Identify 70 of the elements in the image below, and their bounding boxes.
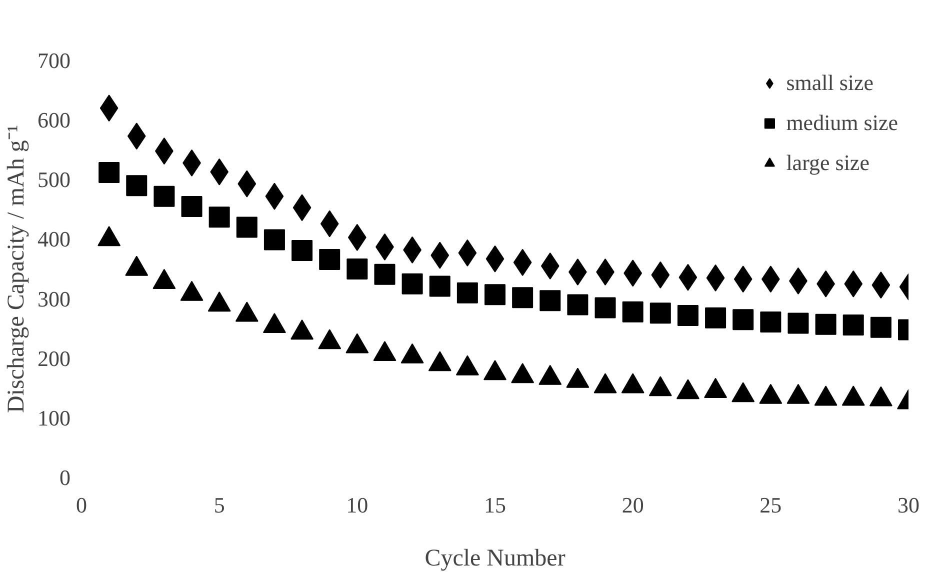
- y-tick-label: 300: [38, 286, 70, 312]
- point: [732, 382, 755, 402]
- point: [650, 302, 671, 324]
- y-tick-label: 100: [38, 405, 70, 430]
- x-tick-label: 15: [484, 492, 506, 518]
- point: [622, 301, 644, 322]
- point: [704, 378, 728, 398]
- point: [540, 290, 561, 312]
- y-tick-label: 500: [38, 167, 70, 192]
- point: [732, 309, 754, 330]
- point: [538, 364, 562, 385]
- point: [98, 162, 120, 183]
- point: [126, 175, 148, 196]
- point: [292, 240, 313, 262]
- point: [154, 186, 175, 207]
- x-tick-label: 20: [622, 492, 644, 518]
- point: [870, 316, 892, 338]
- point: [594, 297, 616, 318]
- x-tick-label: 25: [760, 492, 782, 518]
- point: [402, 273, 423, 294]
- x-tick-label: 30: [898, 492, 920, 518]
- point: [677, 304, 698, 326]
- point: [621, 373, 644, 394]
- point: [759, 384, 782, 404]
- point: [815, 314, 836, 335]
- y-tick-label: 600: [38, 108, 70, 133]
- point: [319, 248, 340, 270]
- point: [236, 216, 258, 238]
- point: [373, 340, 396, 362]
- point: [567, 294, 588, 316]
- point: [208, 206, 230, 228]
- point: [512, 287, 534, 308]
- y-tick-label: 200: [38, 346, 70, 371]
- point: [814, 386, 838, 406]
- point: [428, 351, 452, 372]
- point: [429, 276, 450, 297]
- point: [842, 386, 865, 406]
- point: [648, 376, 672, 396]
- point: [869, 386, 892, 406]
- point: [511, 363, 534, 384]
- point: [346, 258, 368, 280]
- point: [566, 368, 590, 388]
- point: [318, 329, 342, 350]
- point: [456, 282, 478, 304]
- x-axis-title: Cycle Number: [424, 546, 566, 572]
- point: [400, 343, 424, 364]
- legend-label: medium size: [786, 110, 898, 136]
- point: [181, 196, 202, 217]
- legend-label: large size: [786, 150, 870, 176]
- point: [456, 355, 479, 376]
- point: [786, 384, 810, 404]
- point: [374, 264, 396, 285]
- point: [842, 314, 864, 336]
- x-tick-label: 10: [346, 492, 368, 518]
- legend-label: small size: [786, 70, 874, 96]
- point: [788, 312, 809, 334]
- point: [705, 307, 726, 328]
- y-axis-title: Discharge Capacity / mAh g⁻¹: [4, 124, 30, 414]
- y-tick-label: 700: [38, 48, 70, 73]
- point: [264, 229, 285, 250]
- x-tick-label: 0: [76, 492, 87, 518]
- point: [484, 360, 506, 380]
- point: [484, 284, 506, 306]
- y-tick-label: 400: [38, 226, 70, 252]
- x-tick-label: 5: [214, 492, 225, 518]
- point: [676, 379, 700, 400]
- point: [346, 333, 369, 354]
- point: [594, 373, 617, 394]
- point: [290, 320, 314, 340]
- y-tick-label: 0: [60, 465, 70, 490]
